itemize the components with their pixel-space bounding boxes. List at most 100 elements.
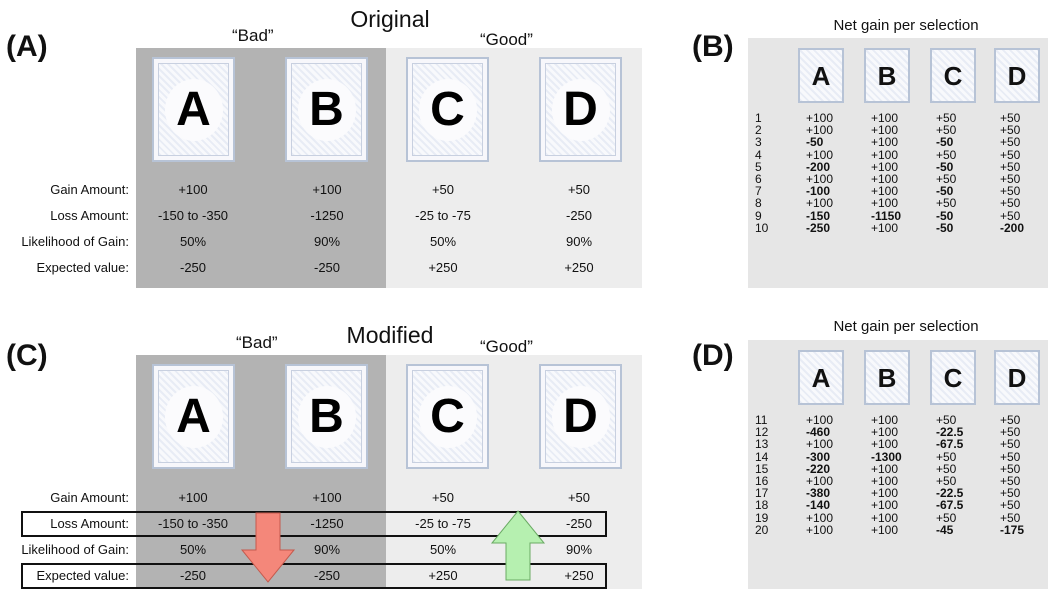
cell: -25 to -75 [415,208,471,223]
net-gain-cell: +100 [871,159,899,174]
cell: +250 [564,260,594,275]
trial-number: 7 [755,184,762,199]
deck-card-c[interactable]: C [406,364,489,469]
net-gain-cell: +100 [871,111,899,125]
net-gain-cell: -1150 [871,208,902,223]
deck-letter: B [309,389,344,443]
net-gain-cell: +50 [1000,510,1021,525]
trial-number: 19 [755,510,769,525]
mini-deck-a: A [798,350,844,405]
trial-number: 2 [755,123,762,138]
cell: +50 [431,182,455,197]
net-gain-cell: -22.5 [936,486,964,501]
deck-card-b[interactable]: B [285,57,368,162]
net-gain-cell: +100 [871,123,899,138]
net-gain-cell: +50 [1000,159,1021,174]
cell: +250 [428,568,458,583]
cell: 50% [429,234,457,249]
mini-deck-d: D [994,350,1040,405]
good-label: “Good” [480,30,533,49]
net-gain-cell: +50 [1000,413,1021,427]
cell: 90% [313,234,341,249]
net-gain-cell: -380 [806,486,831,501]
down-arrow-icon [240,512,296,583]
expected-value-highlight-box [21,563,607,589]
net-gain-cell: +50 [1000,474,1021,488]
deck-letter: D [563,82,598,136]
net-gain-cell: +100 [871,413,899,427]
net-gain-cell: -50 [936,184,954,199]
deck-card-b[interactable]: B [285,364,368,469]
trial-number: 18 [755,498,769,513]
net-gain-cell: +100 [871,522,899,537]
net-gain-cell: +100 [871,425,899,440]
bad-label: “Bad” [236,333,278,352]
net-gain-cell: -50 [936,220,954,235]
cell: -150 to -350 [157,516,229,531]
deck-card-a[interactable]: A [152,364,235,469]
deck-letter: D [563,389,598,443]
mini-deck-a: A [798,48,844,103]
cell: 50% [429,542,457,557]
net-gain-cell: +100 [871,474,899,488]
deck-card-d[interactable]: D [539,57,622,162]
cell: +50 [567,490,591,505]
net-gain-cell: +100 [871,220,899,235]
net-gain-cell: -50 [936,159,954,174]
net-gain-cell: +100 [871,486,899,501]
trial-number: 12 [755,425,769,440]
net-gain-title-b: Net gain per selection [833,17,979,34]
deck-letter: C [430,82,465,136]
deck-letter: A [176,389,211,443]
net-gain-cell: +50 [1000,184,1021,199]
net-gain-cell: +50 [1000,196,1021,211]
net-gain-cell: -140 [806,498,831,513]
net-gain-cell: -200 [1000,220,1025,235]
net-gain-cell: +50 [1000,498,1021,513]
net-gain-cell: +100 [806,510,834,525]
row-label-gain: Gain Amount: [50,182,129,197]
trial-number: 20 [755,522,769,537]
loss-amount-highlight-box [21,511,607,537]
trial-number: 10 [755,220,769,235]
net-gain-cell: +50 [936,111,957,125]
net-gain-cell: +50 [936,172,957,186]
panel-label-d: (D) [692,339,734,372]
net-gain-title-d: Net gain per selection [833,318,979,335]
deck-card-c[interactable]: C [406,57,489,162]
cell: +100 [178,182,208,197]
cell: -1250 [310,516,344,531]
deck-letter: A [176,82,211,136]
row-label-loss: Loss Amount: [50,208,129,223]
net-gain-cell: +100 [806,437,834,452]
cell: +50 [431,490,455,505]
net-gain-cell: +50 [936,413,957,427]
net-gain-cell: -300 [806,449,831,464]
net-gain-cell: +50 [936,510,957,525]
row-label-loss: Loss Amount: [50,516,129,531]
row-label-likelihood: Likelihood of Gain: [21,542,129,557]
mini-deck-c: C [930,350,976,405]
trial-number: 16 [755,474,769,488]
net-gain-cell: +50 [1000,147,1021,162]
net-gain-cell: +50 [936,474,957,488]
cell: -250 [313,568,341,583]
trial-number: 1 [755,111,762,125]
net-gain-cell: +50 [936,449,957,464]
net-gain-cell: +50 [1000,449,1021,464]
net-gain-cell: +100 [806,172,834,186]
good-label: “Good” [480,337,533,356]
deck-letter: B [309,82,344,136]
cell: -250 [179,568,207,583]
mini-deck-c: C [930,48,976,103]
mini-deck-d: D [994,48,1040,103]
cell: -1250 [310,208,344,223]
cell: +250 [428,260,458,275]
deck-card-a[interactable]: A [152,57,235,162]
trial-number: 4 [755,147,762,162]
original-title: Original [350,6,430,32]
cell: +100 [178,490,208,505]
net-gain-cell: +100 [806,123,834,138]
net-gain-cell: -67.5 [936,498,964,513]
deck-card-d[interactable]: D [539,364,622,469]
